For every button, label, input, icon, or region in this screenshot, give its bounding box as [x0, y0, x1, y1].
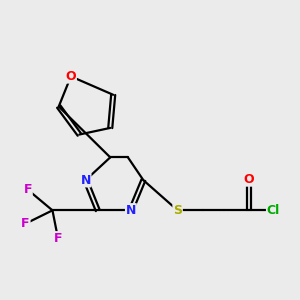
Text: O: O	[243, 173, 254, 186]
Text: O: O	[66, 70, 76, 83]
Text: F: F	[54, 232, 62, 245]
Text: N: N	[80, 174, 91, 187]
Text: F: F	[21, 217, 30, 230]
Text: S: S	[173, 204, 182, 217]
Text: Cl: Cl	[267, 204, 280, 217]
Text: N: N	[126, 204, 136, 217]
Text: F: F	[24, 183, 32, 196]
